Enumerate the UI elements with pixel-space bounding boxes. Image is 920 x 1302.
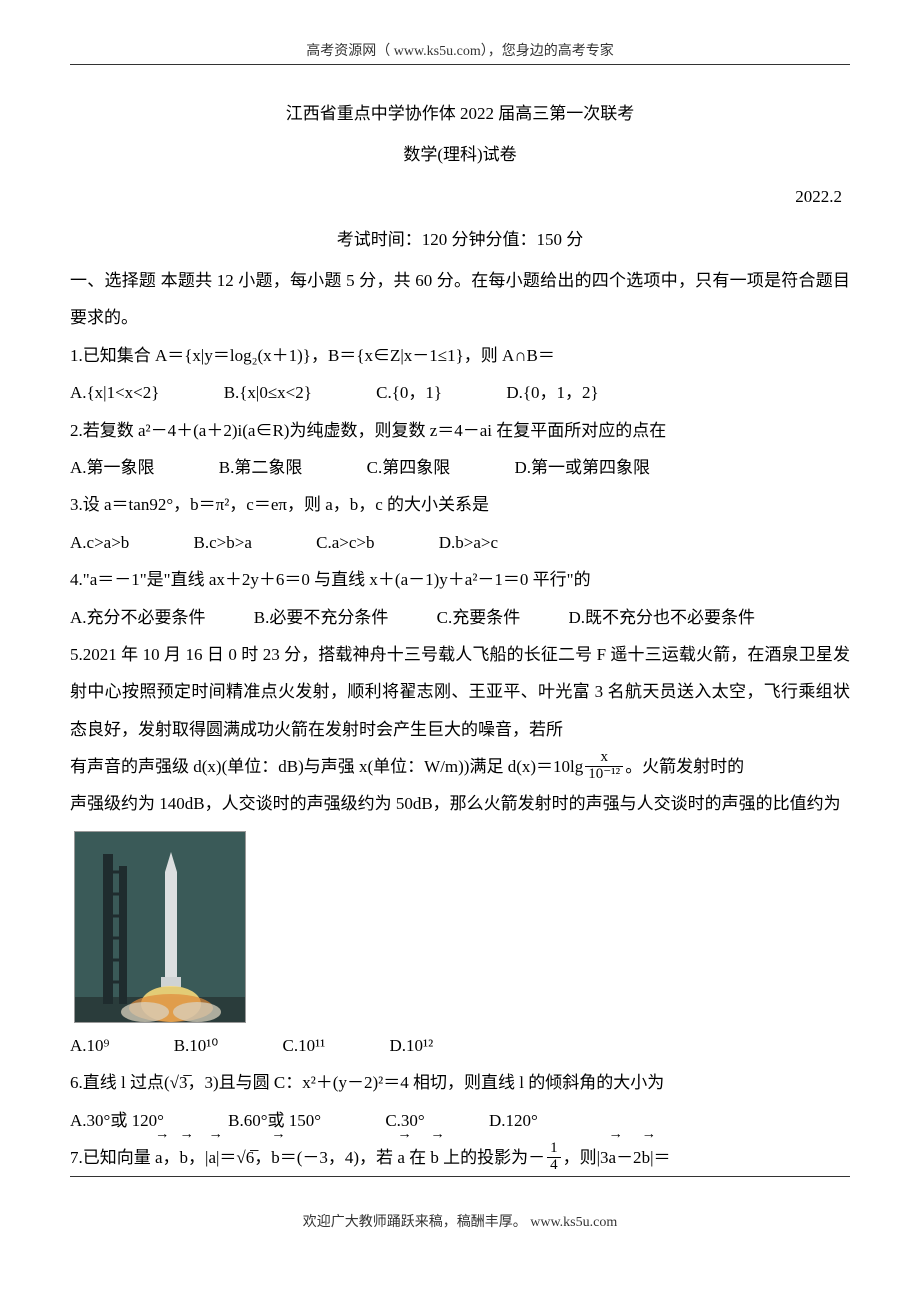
- q1-opt-c: C.{0，1}: [376, 374, 442, 411]
- vec-a-2: →a: [208, 1139, 216, 1176]
- q5-frac-den: 10⁻¹²: [585, 767, 623, 783]
- q3-opt-c: C.a>c>b: [316, 524, 374, 561]
- vec-b-1: →b: [180, 1139, 189, 1176]
- q3-text: 3.设 a＝tan92°，b＝π²，c＝eπ，则 a，b，c 的大小关系是: [70, 486, 850, 523]
- q6-text: 6.直线 l 过点(√3̅，3)且与圆 C：x²＋(y－2)²＝4 相切，则直线…: [70, 1064, 850, 1101]
- q7-m6: 上的投影为－: [439, 1148, 545, 1167]
- footer-rule: [70, 1176, 850, 1177]
- q7-text: 7.已知向量 →a，→b，|→a|＝√6̅，→b＝(－3，4)，若 →a 在 →…: [70, 1139, 850, 1176]
- q5-opt-b: B.10¹⁰: [174, 1027, 219, 1064]
- q4-opt-a: A.充分不必要条件: [70, 599, 206, 636]
- q3-opt-d: D.b>a>c: [439, 524, 498, 561]
- q7-m5: 在: [405, 1148, 431, 1167]
- q5-p1: 5.2021 年 10 月 16 日 0 时 23 分，搭载神舟十三号载人飞船的…: [70, 636, 850, 748]
- site-footer: 欢迎广大教师踊跃来稿，稿酬丰厚。 www.ks5u.com: [70, 1211, 850, 1231]
- q1-opt-a: A.{x|1<x<2}: [70, 374, 159, 411]
- q3-opt-a: A.c>a>b: [70, 524, 129, 561]
- q7-m8: －2: [616, 1148, 642, 1167]
- q5-p2a: 有声音的声强级 d(x)(单位：dB)与声强 x(单位：W/m))满足 d(x)…: [70, 757, 583, 776]
- q2-opt-a: A.第一象限: [70, 449, 155, 486]
- q7-m7: ，则|3: [563, 1148, 609, 1167]
- q5-fraction: x10⁻¹²: [585, 750, 623, 783]
- exam-time: 考试时间：120 分钟分值：150 分: [70, 225, 850, 250]
- section-intro: 一、选择题 本题共 12 小题，每小题 5 分，共 60 分。在每小题给出的四个…: [70, 262, 850, 337]
- q5-frac-num: x: [585, 750, 623, 767]
- q7-m3: |＝√6̅，: [216, 1148, 271, 1167]
- vec-a-1: →a: [155, 1139, 163, 1176]
- exam-page: 高考资源网（ www.ks5u.com），您身边的高考专家 江西省重点中学协作体…: [70, 0, 850, 1261]
- vec-a-3: →a: [397, 1139, 405, 1176]
- q5-p2: 有声音的声强级 d(x)(单位：dB)与声强 x(单位：W/m))满足 d(x)…: [70, 748, 850, 785]
- q5-p3: 声强级约为 140dB，人交谈时的声强级约为 50dB，那么火箭发射时的声强与人…: [70, 785, 850, 822]
- q7-m9: |＝: [650, 1148, 670, 1167]
- exam-title: 江西省重点中学协作体 2022 届高三第一次联考: [70, 99, 850, 124]
- vec-b-4: →b: [642, 1139, 651, 1176]
- vec-b-3: →b: [430, 1139, 439, 1176]
- q7-m1: ，: [163, 1148, 180, 1167]
- q4-options: A.充分不必要条件 B.必要不充分条件 C.充要条件 D.既不充分也不必要条件: [70, 599, 850, 636]
- q7-frac-num: 1: [547, 1141, 561, 1158]
- q4-text: 4."a＝－1"是"直线 ax＋2y＋6＝0 与直线 x＋(a－1)y＋a²－1…: [70, 561, 850, 598]
- q2-opt-c: C.第四象限: [367, 449, 451, 486]
- q1-options: A.{x|1<x<2} B.{x|0≤x<2} C.{0，1} D.{0，1，2…: [70, 374, 850, 411]
- q4-opt-b: B.必要不充分条件: [254, 599, 389, 636]
- q5-opt-c: C.10¹¹: [282, 1027, 325, 1064]
- q5-p2b: 。火箭发射时的: [625, 757, 744, 776]
- q5-opt-a: A.10⁹: [70, 1027, 109, 1064]
- vec-a-4: →a: [609, 1139, 617, 1176]
- site-header: 高考资源网（ www.ks5u.com），您身边的高考专家: [70, 40, 850, 60]
- exam-subtitle: 数学(理科)试卷: [70, 140, 850, 165]
- q7-fraction: 14: [547, 1141, 561, 1174]
- q1-opt-b: B.{x|0≤x<2}: [224, 374, 312, 411]
- q1-opt-d: D.{0，1，2}: [506, 374, 598, 411]
- q2-opt-d: D.第一或第四象限: [514, 449, 650, 486]
- header-rule: [70, 64, 850, 65]
- q1-text: 1.已知集合 A＝{x|y＝log₂(x＋1)}，B＝{x∈Z|x－1≤1}，则…: [70, 337, 850, 374]
- vec-b-2: →b: [271, 1139, 280, 1176]
- rocket-launch-image: [74, 831, 246, 1023]
- q7-pre: 7.已知向量: [70, 1148, 155, 1167]
- q4-opt-d: D.既不充分也不必要条件: [568, 599, 755, 636]
- q5-opt-d: D.10¹²: [390, 1027, 434, 1064]
- q3-options: A.c>a>b B.c>b>a C.a>c>b D.b>a>c: [70, 524, 850, 561]
- q3-opt-b: B.c>b>a: [194, 524, 252, 561]
- q7-m2: ，|: [188, 1148, 208, 1167]
- q6-opt-a: A.30°或 120°: [70, 1102, 164, 1139]
- rocket-svg: [75, 832, 245, 1022]
- q5-options: A.10⁹ B.10¹⁰ C.10¹¹ D.10¹²: [70, 1027, 850, 1064]
- q7-frac-den: 4: [547, 1158, 561, 1174]
- q6-opt-d: D.120°: [489, 1102, 538, 1139]
- q2-opt-b: B.第二象限: [219, 449, 303, 486]
- q2-options: A.第一象限 B.第二象限 C.第四象限 D.第一或第四象限: [70, 449, 850, 486]
- q2-text: 2.若复数 a²－4＋(a＋2)i(a∈R)为纯虚数，则复数 z＝4－ai 在复…: [70, 412, 850, 449]
- exam-date: 2022.2: [70, 187, 842, 207]
- q7-m4: ＝(－3，4)，若: [280, 1148, 398, 1167]
- q4-opt-c: C.充要条件: [437, 599, 521, 636]
